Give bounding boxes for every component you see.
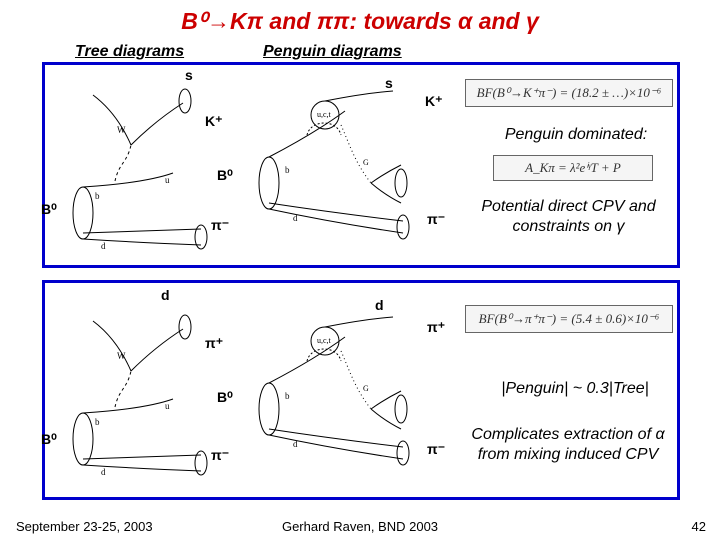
footer-author: Gerhard Raven, BND 2003 xyxy=(282,519,438,534)
penguin-ratio-note: |Penguin| ~ 0.3|Tree| xyxy=(475,379,675,399)
svg-text:d: d xyxy=(293,213,298,223)
svg-text:d: d xyxy=(101,467,106,477)
footer-page: 42 xyxy=(692,519,706,534)
svg-text:G: G xyxy=(363,384,369,393)
penguin-diagram-kpi: u,c,t G b d xyxy=(245,73,425,253)
svg-text:u: u xyxy=(165,175,170,185)
bf-pipi-eq: BF(B⁰→π⁺π⁻) = (5.4 ± 0.6)×10⁻⁶ xyxy=(465,305,673,333)
amp-kpi-eq: A_Kπ = λ²eⁱᵞT + P xyxy=(493,155,653,181)
svg-text:W: W xyxy=(117,125,126,135)
label-b0-tree2-center: B⁰ xyxy=(217,389,233,406)
tree-diagram-pipi: b d u W xyxy=(55,291,215,481)
svg-text:b: b xyxy=(285,165,290,175)
svg-text:d: d xyxy=(101,241,106,251)
svg-text:u,c,t: u,c,t xyxy=(317,336,332,345)
bf-kpi-eq: BF(B⁰→K⁺π⁻) = (18.2 ± …)×10⁻⁶ xyxy=(465,79,673,107)
pipi-box: b d u W d π⁺ B⁰ B⁰ π⁻ u,c,t G b d d π⁺ π… xyxy=(42,280,680,500)
svg-text:b: b xyxy=(95,417,100,427)
label-d-penguin: d xyxy=(375,297,384,313)
svg-text:b: b xyxy=(285,391,290,401)
label-piminus-penguin: π⁻ xyxy=(427,211,445,228)
cpv-note: Potential direct CPV and constraints on … xyxy=(461,197,676,237)
svg-text:d: d xyxy=(293,439,298,449)
slide-title: B⁰→Kπ and ππ: towards α and γ xyxy=(0,0,720,39)
penguin-header: Penguin diagrams xyxy=(263,43,402,61)
penguin-dominated-note: Penguin dominated: xyxy=(481,125,671,145)
label-piminus-tree2: π⁻ xyxy=(211,447,229,464)
svg-text:u,c,t: u,c,t xyxy=(317,110,332,119)
label-d-tree: d xyxy=(161,287,170,303)
label-s-penguin: s xyxy=(385,75,393,91)
svg-text:W: W xyxy=(117,351,126,361)
svg-text:G: G xyxy=(363,158,369,167)
tree-header: Tree diagrams xyxy=(75,43,184,61)
svg-text:b: b xyxy=(95,191,100,201)
label-b0-tree-center: B⁰ xyxy=(217,167,233,184)
label-b0-tree2-left: B⁰ xyxy=(41,431,57,448)
label-piplus-tree: π⁺ xyxy=(205,335,223,352)
footer-date: September 23-25, 2003 xyxy=(16,519,153,534)
label-b0-tree-left: B⁰ xyxy=(41,201,57,218)
label-s-tree: s xyxy=(185,67,193,83)
penguin-diagram-pipi: u,c,t G b d xyxy=(245,291,425,481)
kpi-box: Tree diagrams Penguin diagrams b d u W s… xyxy=(42,62,680,268)
label-piplus-penguin: π⁺ xyxy=(427,319,445,336)
tree-diagram-kpi: b d u W xyxy=(55,73,215,253)
label-kplus-tree: K⁺ xyxy=(205,113,223,130)
label-piminus-penguin2: π⁻ xyxy=(427,441,445,458)
label-piminus-tree: π⁻ xyxy=(211,217,229,234)
label-kplus-penguin: K⁺ xyxy=(425,93,443,110)
svg-text:u: u xyxy=(165,401,170,411)
complicates-note: Complicates extraction of α from mixing … xyxy=(457,425,679,465)
